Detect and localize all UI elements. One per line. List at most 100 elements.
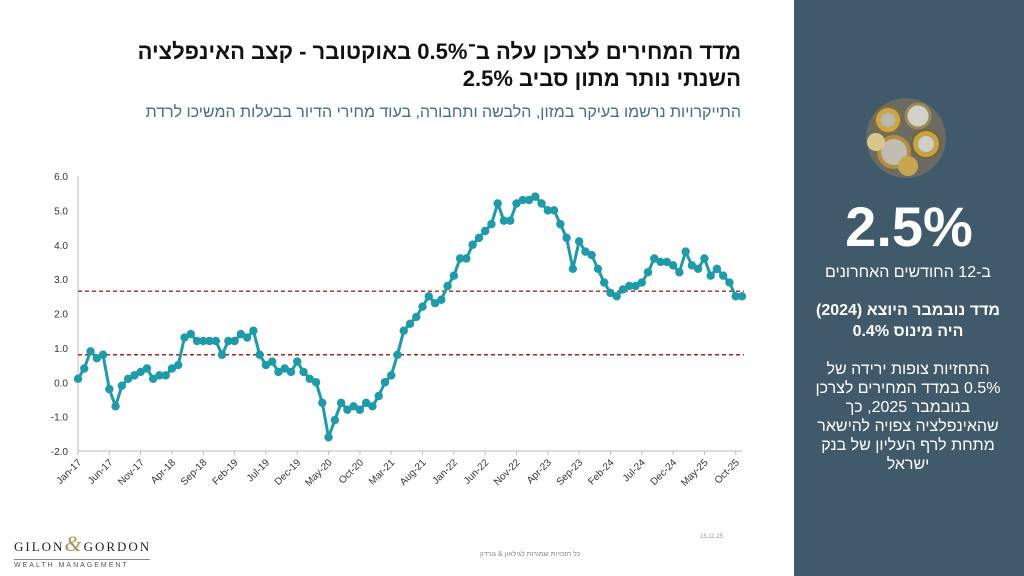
data-point	[606, 288, 615, 298]
data-point	[117, 381, 127, 390]
data-point	[524, 195, 534, 205]
y-tick-label: -1.0	[51, 413, 69, 424]
title-line-1: מדד המחירים לצרכן עלה ב־0.5% באוקטובר - …	[137, 39, 741, 64]
data-point	[643, 268, 653, 277]
data-point	[255, 350, 264, 359]
data-point	[637, 278, 646, 287]
x-tick-label: Nov-17	[116, 457, 147, 488]
data-point	[706, 271, 715, 280]
data-point	[349, 402, 358, 411]
data-point	[148, 374, 158, 384]
data-point	[368, 402, 377, 411]
data-point	[330, 415, 340, 425]
y-tick-label: 1.0	[54, 344, 68, 355]
logo-ampersand: &	[64, 531, 84, 556]
data-point	[405, 319, 415, 329]
data-point	[155, 371, 164, 380]
company-logo: GILON&GORDON WEALTH MANAGEMENT	[14, 531, 150, 569]
data-point	[224, 336, 233, 346]
data-point	[618, 285, 628, 294]
x-tick-label: Dec-19	[273, 457, 304, 488]
page-subtitle: התייקרויות נרשמו בעיקר במזון, הלבשה ותחב…	[145, 104, 741, 121]
data-point	[449, 271, 459, 280]
data-point	[380, 378, 390, 387]
data-point	[299, 367, 308, 377]
data-point	[136, 367, 145, 377]
y-tick-label: 5.0	[54, 206, 68, 217]
data-point	[499, 216, 509, 225]
data-point	[311, 378, 321, 387]
x-tick-label: Jul-24	[621, 457, 648, 484]
data-point	[92, 353, 101, 363]
data-point	[506, 216, 515, 225]
y-tick-label: 0.0	[54, 378, 68, 389]
data-point	[180, 333, 189, 342]
data-point	[73, 374, 83, 384]
logo-right-word: GORDON	[83, 539, 152, 554]
data-point	[361, 398, 371, 408]
x-tick-label: Sep-23	[555, 457, 586, 488]
data-point	[650, 254, 659, 263]
data-point	[662, 257, 672, 267]
data-point	[487, 219, 496, 229]
x-tick-label: Jul-19	[245, 457, 272, 484]
data-point	[625, 281, 634, 291]
x-tick-label: Oct-25	[713, 457, 742, 486]
data-point	[343, 405, 352, 414]
data-point	[474, 233, 484, 243]
data-point	[399, 326, 408, 335]
data-point	[719, 271, 728, 280]
data-point	[687, 261, 697, 270]
data-point	[167, 364, 177, 373]
data-point	[556, 219, 565, 229]
data-point	[80, 364, 89, 373]
data-point	[336, 398, 346, 408]
data-point	[480, 226, 490, 236]
data-point	[355, 405, 365, 414]
data-point	[462, 254, 471, 263]
data-point	[593, 264, 603, 274]
data-point	[531, 192, 540, 201]
data-point	[199, 336, 208, 346]
data-point	[211, 336, 221, 346]
data-point	[668, 261, 678, 270]
x-tick-label: Nov-22	[492, 457, 523, 488]
headline-caption: ב-12 החודשים האחרונים	[825, 264, 991, 281]
data-point	[712, 264, 722, 274]
data-point	[518, 195, 527, 205]
x-tick-label: Aug-21	[398, 457, 429, 488]
data-point	[493, 199, 502, 208]
data-point	[700, 254, 709, 263]
data-point	[123, 374, 133, 384]
x-tick-label: Feb-19	[211, 457, 241, 487]
coins-image	[866, 98, 946, 178]
data-point	[186, 329, 195, 339]
data-point	[412, 312, 421, 322]
data-point	[587, 250, 596, 260]
x-tick-label: Mar-21	[367, 457, 397, 487]
data-point	[261, 360, 271, 370]
data-point	[424, 292, 433, 301]
data-point	[236, 329, 246, 339]
data-point	[205, 336, 214, 346]
y-tick-label: 3.0	[54, 275, 68, 286]
data-point	[599, 278, 609, 287]
x-tick-label: Feb-24	[586, 457, 616, 487]
data-point	[130, 371, 139, 380]
data-point	[418, 302, 427, 311]
data-point	[549, 206, 559, 215]
data-point	[374, 391, 383, 401]
copyright-footer: כל הזכויות שמורות לגילאון & גורדון	[480, 551, 581, 558]
data-point	[574, 237, 584, 246]
y-tick-label: 4.0	[54, 241, 68, 252]
data-point	[656, 257, 665, 267]
forecast-note: התחזיות צופות ירידה של 0.5% במדד המחירים…	[815, 361, 1001, 473]
data-point	[318, 398, 327, 408]
x-tick-label: May-20	[303, 457, 335, 489]
data-point	[455, 254, 465, 263]
data-point	[192, 336, 202, 346]
data-point	[161, 371, 170, 380]
data-point	[612, 292, 621, 301]
data-point	[98, 350, 108, 359]
inflation-series-line	[76, 195, 742, 439]
